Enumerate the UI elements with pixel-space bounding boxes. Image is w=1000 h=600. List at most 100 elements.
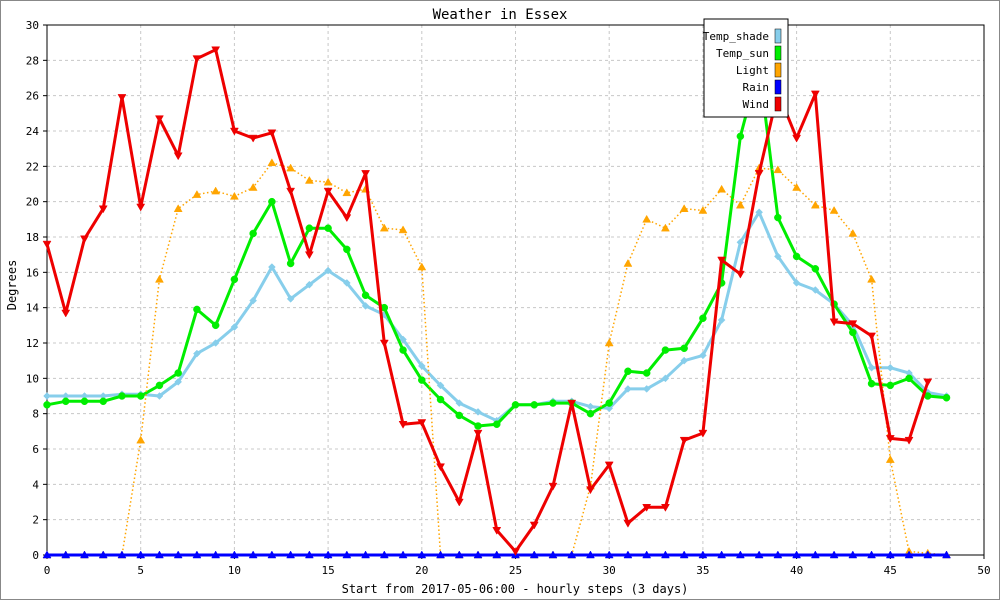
data-point-temp-sun — [642, 369, 651, 377]
data-point-rain — [417, 550, 427, 559]
data-point-rain — [567, 550, 577, 559]
data-point-light — [867, 274, 876, 283]
data-point-temp-sun — [549, 399, 557, 407]
data-point-wind — [679, 436, 689, 445]
data-point-temp-shade — [230, 323, 239, 331]
data-point-light — [342, 188, 352, 197]
legend-label-rain: Rain — [743, 81, 770, 94]
data-point-wind — [248, 134, 258, 143]
data-point-temp-sun — [211, 321, 220, 330]
data-point-rain — [773, 550, 783, 559]
x-tick-label: 20 — [415, 564, 428, 577]
data-point-rain — [436, 550, 445, 559]
data-point-wind — [342, 214, 352, 223]
y-tick-label: 0 — [32, 549, 39, 562]
data-point-rain — [867, 550, 876, 559]
data-point-rain — [229, 550, 239, 559]
data-point-wind — [548, 482, 558, 491]
data-point-rain — [717, 550, 727, 559]
data-point-wind — [792, 134, 802, 143]
y-tick-label: 4 — [32, 478, 39, 491]
data-point-temp-shade — [286, 294, 295, 303]
data-point-temp-shade — [717, 316, 726, 324]
data-point-rain — [173, 550, 183, 559]
data-point-light — [173, 204, 183, 212]
data-point-wind — [511, 548, 520, 556]
data-point-rain — [754, 550, 764, 559]
y-tick-label: 18 — [26, 231, 39, 244]
data-point-light — [379, 223, 389, 232]
data-point-wind — [829, 318, 839, 327]
legend-swatch-temp-shade — [774, 28, 782, 44]
data-point-light — [136, 435, 146, 444]
x-tick-label: 25 — [509, 564, 522, 577]
legend-swatch-wind — [774, 96, 782, 112]
data-point-light — [604, 338, 614, 347]
chart-title: Weather in Essex — [433, 7, 568, 23]
data-point-wind — [848, 320, 858, 329]
data-point-rain — [473, 550, 483, 559]
y-tick-label: 8 — [32, 408, 39, 421]
x-tick-label: 35 — [696, 564, 709, 577]
data-point-wind — [604, 461, 614, 470]
data-point-rain — [492, 550, 502, 559]
data-point-wind — [136, 203, 146, 212]
data-point-rain — [61, 550, 71, 559]
legend-label-wind: Wind — [743, 98, 770, 111]
data-point-temp-sun — [436, 395, 445, 404]
data-point-temp-sun — [905, 374, 913, 383]
data-point-wind — [885, 435, 895, 443]
data-point-temp-sun — [99, 397, 107, 406]
data-point-temp-sun — [361, 291, 370, 300]
series-lines — [42, 46, 951, 559]
data-point-temp-sun — [268, 197, 276, 206]
data-point-temp-sun — [493, 420, 501, 429]
data-point-wind — [436, 463, 445, 472]
data-point-rain — [529, 550, 539, 559]
data-point-rain — [211, 550, 221, 559]
data-point-wind — [267, 129, 277, 138]
data-point-temp-sun — [586, 409, 595, 418]
data-point-wind — [361, 170, 371, 178]
legend: Temp_shade Temp_sun Light Rain Wind — [703, 18, 789, 118]
x-tick-label: 0 — [44, 564, 51, 577]
data-point-rain — [586, 550, 595, 559]
data-point-temp-sun — [43, 401, 51, 409]
series-temp-sun — [43, 61, 951, 430]
data-point-temp-shade — [755, 208, 763, 217]
data-point-light — [660, 223, 670, 232]
data-point-light — [642, 214, 652, 223]
data-point-temp-shade — [193, 349, 201, 358]
data-point-light — [735, 200, 745, 209]
data-point-rain — [361, 550, 371, 559]
y-tick-label: 10 — [26, 372, 39, 385]
data-point-wind — [492, 527, 502, 535]
data-point-temp-shade — [886, 363, 895, 372]
data-point-wind — [192, 55, 202, 64]
data-point-rain — [885, 550, 895, 559]
x-tick-label: 50 — [977, 564, 990, 577]
x-tick-label: 30 — [603, 564, 616, 577]
data-point-wind — [698, 429, 708, 438]
data-point-temp-shade — [455, 399, 464, 407]
data-point-temp-sun — [811, 265, 820, 273]
data-point-wind — [155, 115, 164, 124]
x-tick-label: 5 — [137, 564, 144, 577]
data-point-rain — [454, 550, 464, 559]
legend-swatch-temp-sun — [774, 45, 782, 61]
data-point-temp-sun — [455, 411, 464, 420]
data-point-rain — [117, 550, 127, 559]
data-point-temp-shade — [268, 263, 276, 271]
data-point-light — [323, 177, 333, 186]
data-point-wind — [229, 127, 239, 136]
data-point-wind — [211, 46, 221, 55]
y-tick-label: 24 — [26, 125, 40, 138]
data-point-temp-shade — [43, 392, 51, 400]
data-point-wind — [61, 309, 71, 318]
data-point-temp-shade — [417, 362, 426, 370]
data-point-wind — [810, 90, 820, 99]
series-rain — [42, 550, 951, 559]
data-point-wind — [80, 235, 89, 244]
